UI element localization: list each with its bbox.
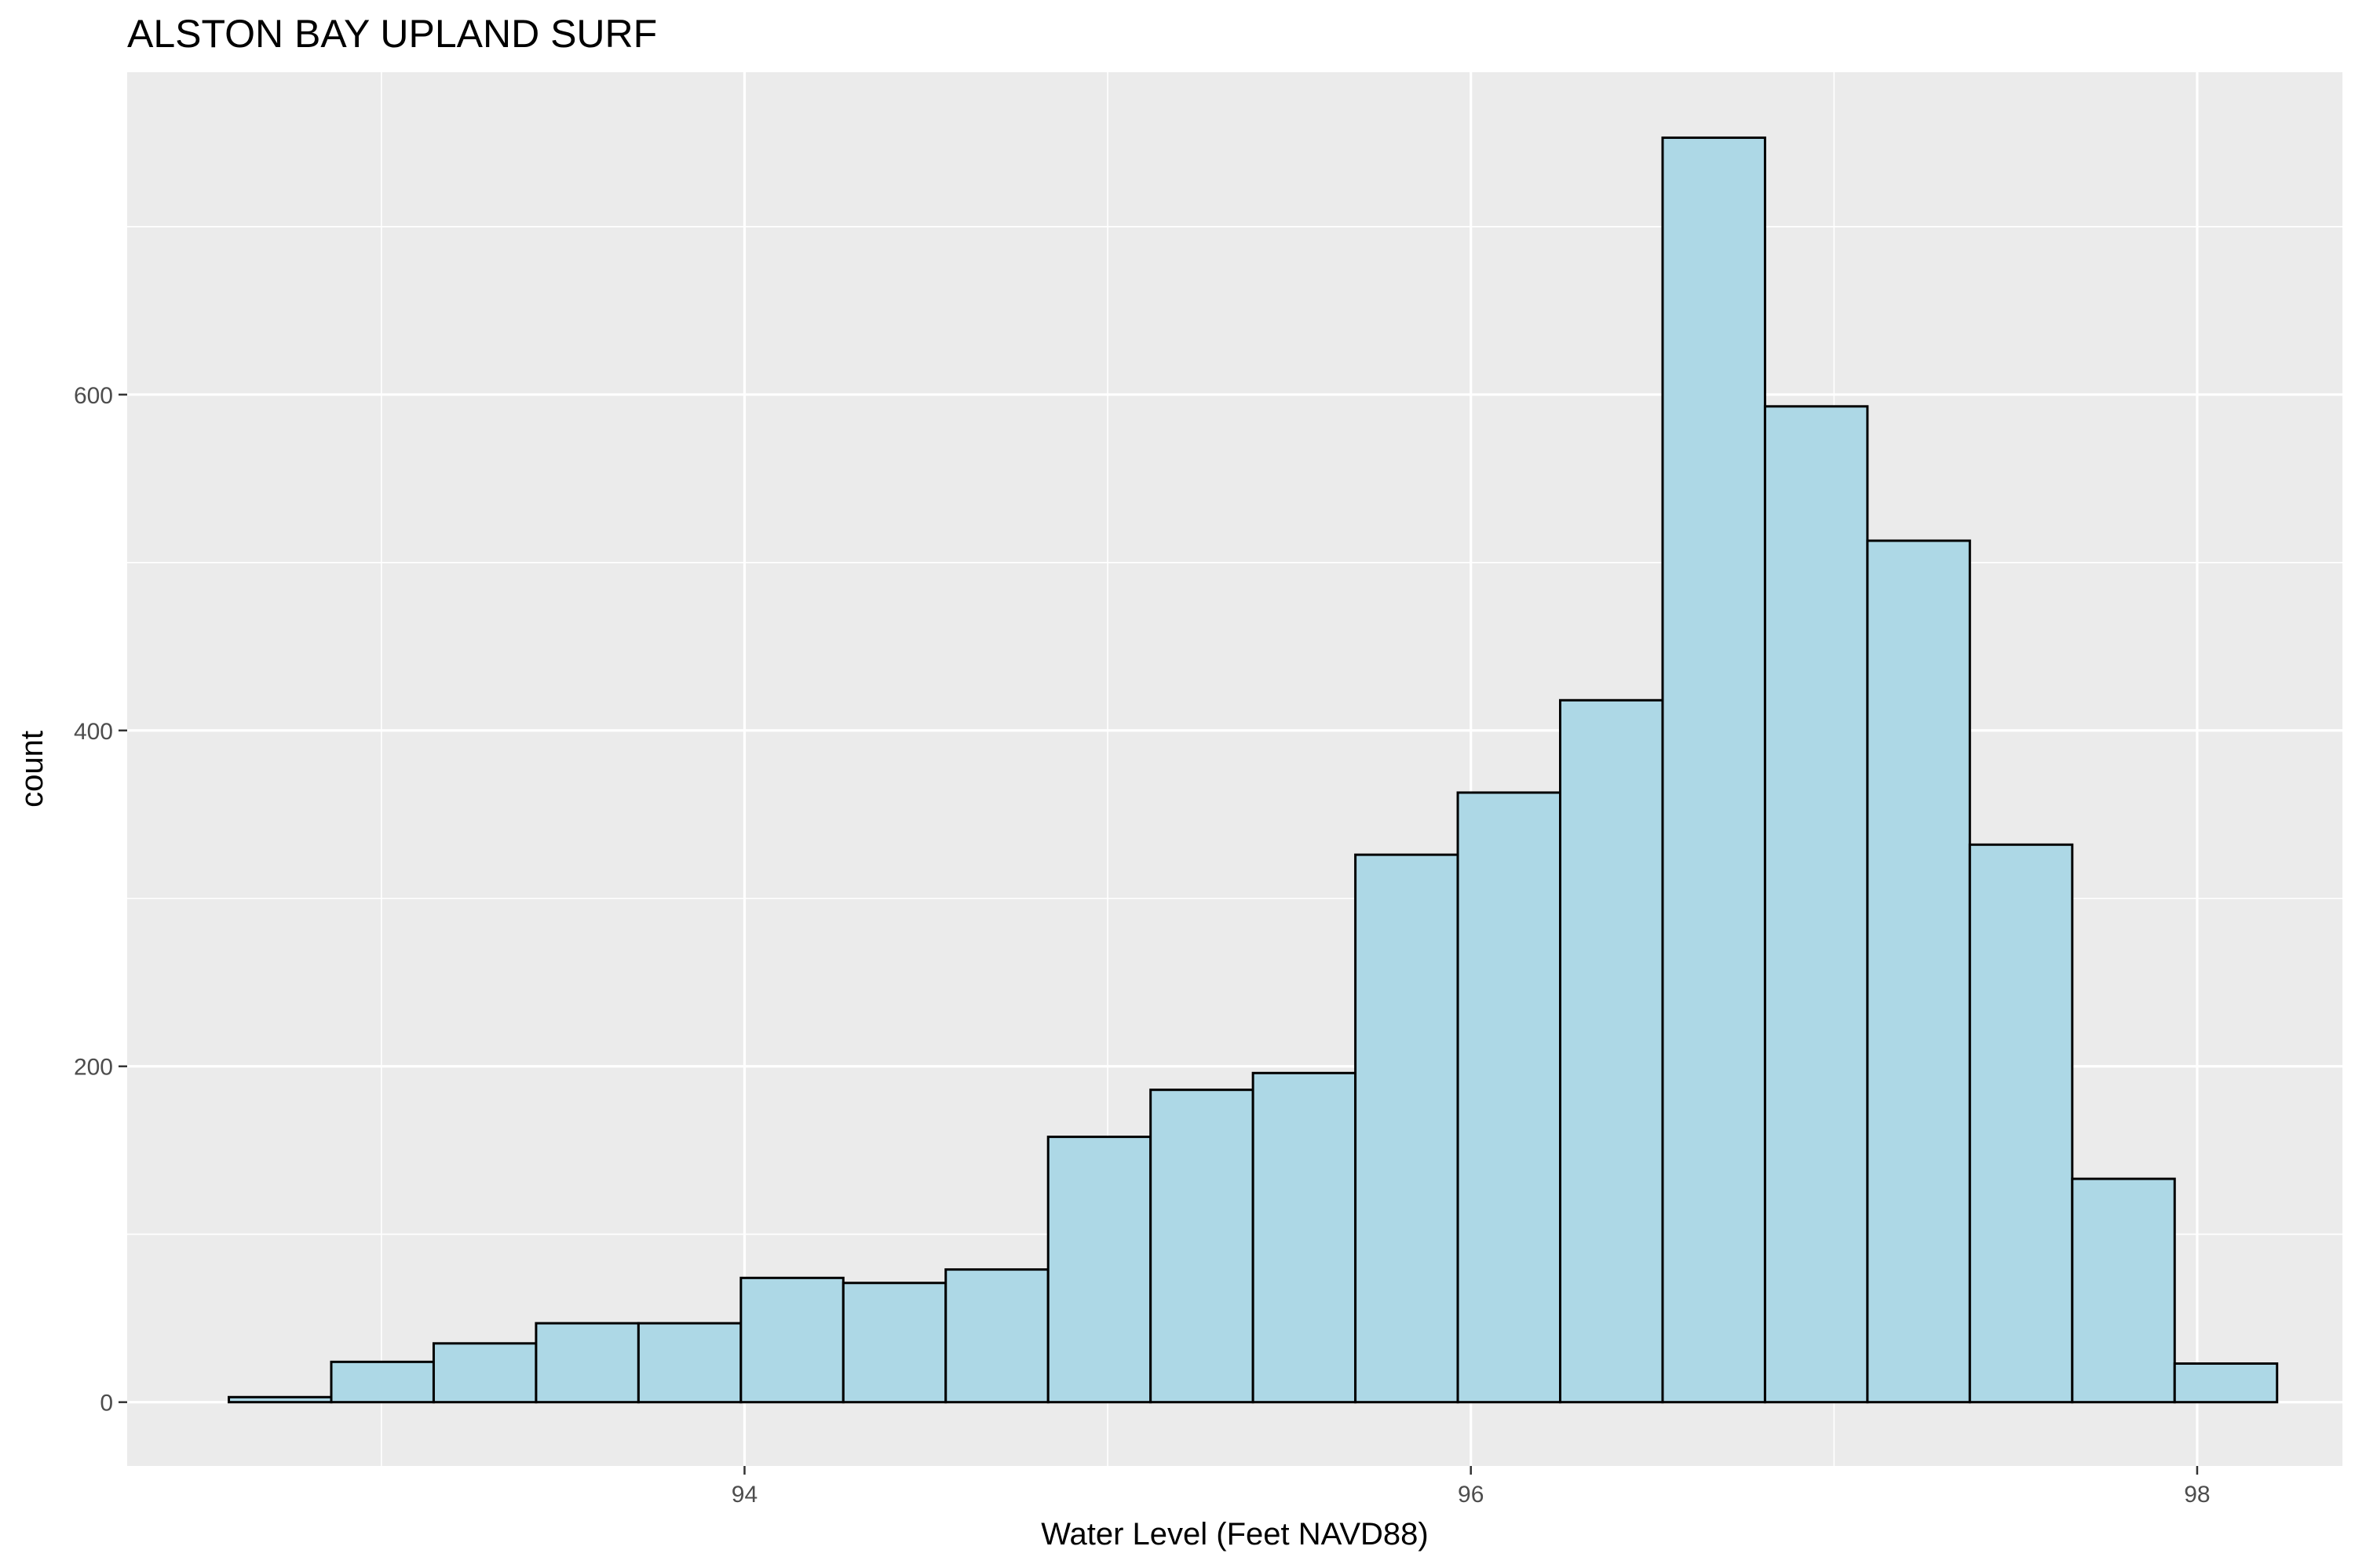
axis-ticks	[119, 393, 2199, 1475]
histogram-bar	[842, 1282, 947, 1404]
y-axis-title: count	[15, 731, 49, 808]
histogram-bar	[1046, 1136, 1152, 1404]
histogram-bar	[432, 1342, 538, 1404]
chart-title: ALSTON BAY UPLAND SURF	[127, 12, 658, 56]
histogram-bar	[2071, 1177, 2176, 1404]
histogram-bar	[1968, 843, 2074, 1404]
histogram-bar	[1763, 405, 1869, 1404]
x-tick-labels: 94 96 98	[732, 1482, 2211, 1508]
histogram-bar	[1456, 791, 1562, 1404]
histogram-bar	[1354, 853, 1459, 1404]
y-tick-label: 200	[74, 1055, 113, 1081]
histogram-bar	[2173, 1362, 2279, 1404]
x-tick-label: 94	[732, 1482, 758, 1508]
histogram-bar	[1251, 1071, 1357, 1404]
x-axis-title: Water Level (Feet NAVD88)	[1041, 1517, 1429, 1552]
y-tick-label: 400	[74, 719, 113, 745]
x-tick-label: 98	[2184, 1482, 2210, 1508]
histogram-bar	[1661, 136, 1766, 1404]
histogram-bar	[1149, 1088, 1254, 1404]
histogram-bar	[1866, 539, 1971, 1404]
histogram-bar	[739, 1276, 845, 1404]
histogram-bar	[330, 1360, 435, 1404]
y-tick-labels: 0 200 400 600	[74, 383, 113, 1417]
x-tick-label: 96	[1458, 1482, 1484, 1508]
y-tick-label: 0	[100, 1391, 113, 1417]
histogram-bar	[535, 1322, 640, 1404]
histogram-bar	[637, 1322, 743, 1404]
histogram-bar	[944, 1268, 1050, 1404]
bars	[228, 136, 2279, 1404]
y-tick-label: 600	[74, 383, 113, 409]
histogram-bar	[1559, 698, 1664, 1404]
histogram-bar	[228, 1395, 333, 1404]
